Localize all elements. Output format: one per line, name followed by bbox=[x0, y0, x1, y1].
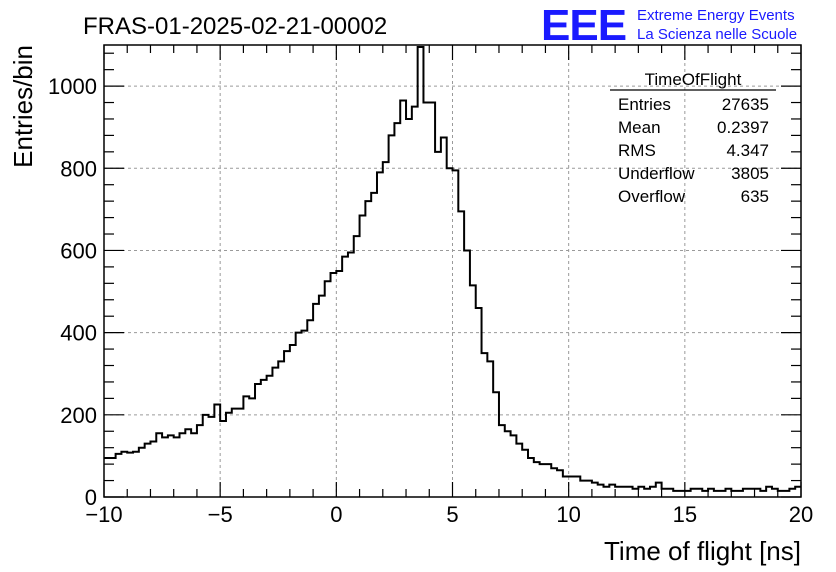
x-tick-label: 10 bbox=[556, 502, 580, 527]
eee-logo: EEE bbox=[541, 1, 626, 50]
y-tick-label: 1000 bbox=[48, 74, 97, 99]
x-tick-label: 5 bbox=[446, 502, 458, 527]
plot-frame bbox=[103, 44, 802, 498]
y-tick-label: 200 bbox=[60, 403, 97, 428]
y-tick-label: 0 bbox=[85, 485, 97, 510]
stats-value: 4.347 bbox=[726, 141, 769, 160]
stats-name: TimeOfFlight bbox=[645, 70, 742, 89]
stats-value: 0.2397 bbox=[717, 118, 769, 137]
y-tick-label: 400 bbox=[60, 321, 97, 346]
stats-value: 27635 bbox=[722, 95, 769, 114]
x-tick-label: 20 bbox=[789, 502, 813, 527]
y-tick-label: 800 bbox=[60, 156, 97, 181]
stats-value: 635 bbox=[741, 187, 769, 206]
chart-title: FRAS-01-2025-02-21-00002 bbox=[83, 13, 387, 40]
stats-label: Overflow bbox=[618, 187, 686, 206]
y-axis-label: Entries/bin bbox=[8, 45, 38, 168]
x-tick-labels: −10 −5 0 5 10 15 20 bbox=[85, 502, 813, 527]
stats-label: Entries bbox=[618, 95, 671, 114]
stats-label: Underflow bbox=[618, 164, 695, 183]
grid bbox=[104, 45, 801, 497]
org-name: Extreme Energy Events bbox=[637, 7, 795, 24]
stats-box: TimeOfFlight Entries 27635 Mean 0.2397 RMS 4.… bbox=[610, 70, 776, 206]
org-subtitle: La Scienza nelle Scuole bbox=[637, 26, 797, 43]
stats-label: Mean bbox=[618, 118, 661, 137]
histogram-line bbox=[104, 46, 801, 492]
stats-value: 3805 bbox=[731, 164, 769, 183]
x-tick-label: −10 bbox=[85, 502, 122, 527]
x-axis-label: Time of flight [ns] bbox=[604, 536, 801, 566]
x-tick-label: 0 bbox=[330, 502, 342, 527]
stats-label: RMS bbox=[618, 141, 656, 160]
x-tick-label: −5 bbox=[208, 502, 233, 527]
x-tick-label: 15 bbox=[673, 502, 697, 527]
y-tick-labels: 0 200 400 600 800 1000 bbox=[48, 74, 97, 510]
y-tick-label: 600 bbox=[60, 238, 97, 263]
